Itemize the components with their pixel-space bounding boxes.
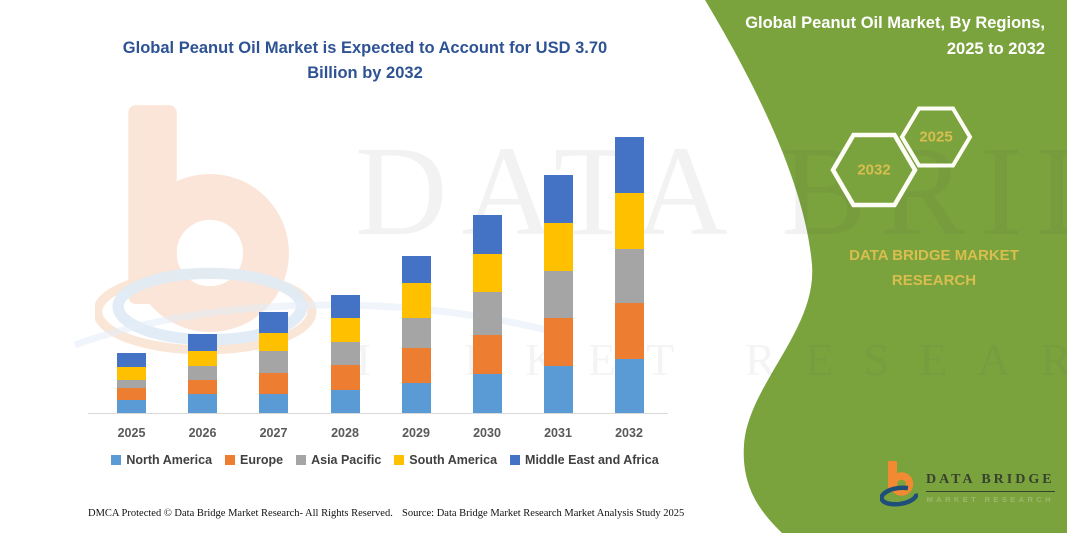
legend-label: Asia Pacific bbox=[311, 453, 382, 467]
bar-segment-2025-south-america bbox=[117, 366, 146, 380]
legend-item-middle-east-and-africa: Middle East and Africa bbox=[510, 453, 659, 467]
bar-segment-2031-south-america bbox=[543, 223, 573, 271]
stacked-bar-2029 bbox=[401, 255, 431, 413]
x-axis-label-2032: 2032 bbox=[615, 426, 643, 440]
bar-segment-2025-asia-pacific bbox=[117, 379, 146, 389]
legend-item-north-america: North America bbox=[111, 453, 212, 467]
chart-title: Global Peanut Oil Market is Expected to … bbox=[35, 36, 695, 86]
x-axis-label-2027: 2027 bbox=[259, 426, 288, 440]
bar-segment-2031-middle-east-and-africa bbox=[543, 175, 573, 224]
bar-segment-2029-south-america bbox=[401, 283, 431, 319]
stacked-bar-2031 bbox=[543, 175, 573, 413]
bar-segment-2031-asia-pacific bbox=[543, 270, 573, 318]
legend-item-asia-pacific: Asia Pacific bbox=[296, 453, 381, 467]
bar-segment-2030-south-america bbox=[472, 254, 502, 293]
legend-item-europe: Europe bbox=[225, 453, 283, 467]
footer-source-text: Source: Data Bridge Market Research Mark… bbox=[402, 508, 685, 519]
legend: North America Europe Asia Pacific South Ame… bbox=[20, 453, 750, 467]
bar-segment-2031-north-america bbox=[543, 366, 573, 413]
bar-segment-2026-middle-east-and-africa bbox=[188, 334, 217, 351]
bar-segment-2028-north-america bbox=[330, 389, 360, 413]
x-axis-label-2029: 2029 bbox=[402, 426, 430, 440]
footer-dmca-text: DMCA Protected © Data Bridge Market Rese… bbox=[88, 508, 393, 519]
panel-title-line1: Global Peanut Oil Market, By Regions, bbox=[745, 14, 1045, 32]
chart-title-line1: Global Peanut Oil Market is Expected to … bbox=[122, 39, 608, 57]
legend-label: North America bbox=[126, 453, 213, 467]
legend-swatch-icon bbox=[111, 455, 122, 465]
legend-label: South America bbox=[409, 453, 498, 467]
bar-segment-2029-north-america bbox=[401, 383, 431, 413]
bar-segment-2028-asia-pacific bbox=[330, 341, 360, 365]
bar-segment-2027-europe bbox=[259, 372, 288, 394]
bar-segment-2030-middle-east-and-africa bbox=[472, 214, 502, 255]
company-logo-text-block: DATA BRIDGE MARKET RESEARCH bbox=[926, 460, 1055, 504]
bar-segment-2030-asia-pacific bbox=[472, 292, 502, 335]
bar-segment-2027-middle-east-and-africa bbox=[259, 312, 288, 333]
hexagon-2032-label: 2032 bbox=[857, 161, 891, 179]
panel-brand-text: DATA BRIDGE MARKET RESEARCH bbox=[849, 247, 1019, 289]
bar-segment-2027-south-america bbox=[259, 332, 288, 352]
legend-label: Europe bbox=[240, 453, 284, 467]
bar-segment-2032-europe bbox=[614, 302, 644, 360]
panel-title: Global Peanut Oil Market, By Regions, 20… bbox=[715, 10, 1045, 62]
x-axis-label-2026: 2026 bbox=[188, 426, 217, 440]
panel-title-line2: 2025 to 2032 bbox=[946, 40, 1045, 58]
stacked-bar-2027 bbox=[259, 312, 288, 413]
x-axis-label-2025: 2025 bbox=[117, 426, 146, 440]
bar-segment-2027-asia-pacific bbox=[259, 351, 288, 373]
hexagon-badges bbox=[830, 106, 973, 208]
bar-segment-2032-south-america bbox=[614, 193, 644, 250]
bar-segment-2026-south-america bbox=[188, 350, 217, 367]
company-logo-b-icon bbox=[880, 461, 918, 507]
stacked-bar-2030 bbox=[472, 214, 502, 413]
company-logo-name: DATA BRIDGE bbox=[926, 472, 1055, 492]
legend-swatch-icon bbox=[510, 455, 521, 465]
bar-segment-2027-north-america bbox=[259, 393, 288, 413]
chart-title-line2: Billion by 2032 bbox=[307, 64, 423, 82]
bar-segment-2025-middle-east-and-africa bbox=[117, 353, 146, 367]
hexagon-2025-outline bbox=[899, 106, 973, 168]
stacked-bar-2028 bbox=[330, 295, 360, 413]
bar-segment-2030-europe bbox=[472, 334, 502, 375]
legend-swatch-icon bbox=[394, 455, 405, 465]
bar-segment-2032-north-america bbox=[614, 359, 644, 413]
x-axis-label-2028: 2028 bbox=[331, 426, 359, 440]
bar-segment-2032-middle-east-and-africa bbox=[614, 137, 644, 194]
bar-segment-2025-north-america bbox=[117, 400, 146, 413]
x-axis-line bbox=[88, 413, 668, 414]
stacked-bar-2025 bbox=[117, 353, 146, 413]
legend-swatch-icon bbox=[225, 455, 236, 465]
bar-segment-2030-north-america bbox=[472, 374, 502, 413]
bar-segment-2025-europe bbox=[117, 388, 146, 401]
legend-swatch-icon bbox=[296, 455, 307, 465]
bar-segment-2028-middle-east-and-africa bbox=[330, 295, 360, 319]
bar-segment-2028-europe bbox=[330, 364, 360, 390]
stacked-bar-2032 bbox=[614, 137, 644, 413]
x-axis-label-2030: 2030 bbox=[473, 426, 501, 440]
company-logo: DATA BRIDGE MARKET RESEARCH bbox=[880, 460, 1055, 510]
hexagon-2025-label: 2025 bbox=[919, 128, 953, 146]
legend-label: Middle East and Africa bbox=[525, 453, 659, 467]
hexagon-2032-outline bbox=[830, 132, 918, 208]
bar-segment-2031-europe bbox=[543, 317, 573, 367]
bar-segment-2028-south-america bbox=[330, 318, 360, 342]
bar-segment-2029-middle-east-and-africa bbox=[401, 255, 431, 284]
x-axis-label-2031: 2031 bbox=[544, 426, 572, 440]
stacked-bar-2026 bbox=[188, 334, 217, 413]
legend-item-south-america: South America bbox=[394, 453, 497, 467]
bar-segment-2029-europe bbox=[401, 348, 431, 384]
bar-segment-2029-asia-pacific bbox=[401, 318, 431, 349]
bar-segment-2032-asia-pacific bbox=[614, 249, 644, 303]
bar-segment-2026-asia-pacific bbox=[188, 366, 217, 380]
bar-segment-2026-europe bbox=[188, 379, 217, 395]
company-logo-subtitle: MARKET RESEARCH bbox=[926, 495, 1054, 504]
bar-segment-2026-north-america bbox=[188, 394, 217, 413]
